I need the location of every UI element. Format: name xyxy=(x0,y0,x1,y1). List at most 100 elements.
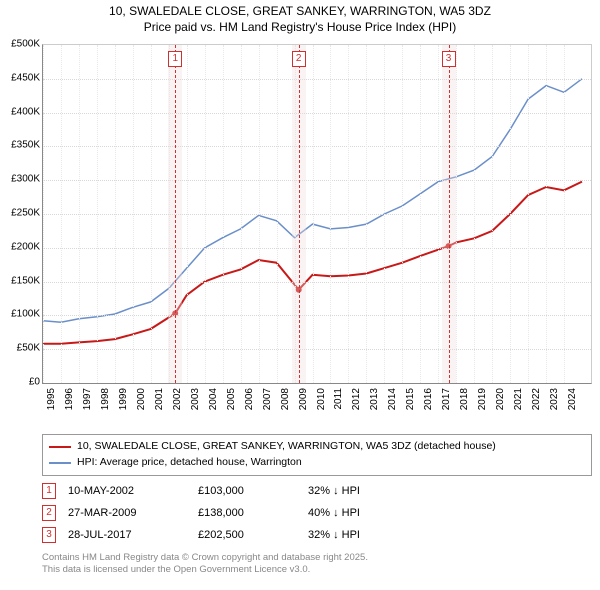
x-gridline xyxy=(223,45,224,383)
marker-line xyxy=(449,45,450,383)
events-table: 110-MAY-2002£103,00032% ↓ HPI227-MAR-200… xyxy=(42,480,592,546)
y-gridline xyxy=(43,180,591,181)
event-diff: 40% ↓ HPI xyxy=(308,507,592,519)
x-tick-label: 2024 xyxy=(567,388,578,410)
x-gridline xyxy=(43,45,44,383)
x-gridline xyxy=(420,45,421,383)
x-gridline xyxy=(151,45,152,383)
y-tick-label: £150K xyxy=(11,275,40,286)
event-box: 1 xyxy=(42,483,56,499)
x-gridline xyxy=(133,45,134,383)
x-tick-label: 2013 xyxy=(369,388,380,410)
y-tick-label: £450K xyxy=(11,72,40,83)
event-diff: 32% ↓ HPI xyxy=(308,485,592,497)
x-gridline xyxy=(492,45,493,383)
y-tick-label: £500K xyxy=(11,39,40,50)
x-tick-label: 2008 xyxy=(280,388,291,410)
y-tick-label: £200K xyxy=(11,241,40,252)
chart-title: 10, SWALEDALE CLOSE, GREAT SANKEY, WARRI… xyxy=(0,0,600,35)
x-tick-label: 2006 xyxy=(244,388,255,410)
x-tick-label: 2007 xyxy=(262,388,273,410)
x-tick-label: 1997 xyxy=(82,388,93,410)
legend-label: HPI: Average price, detached house, Warr… xyxy=(77,455,302,471)
marker-box: 3 xyxy=(442,51,456,67)
event-price: £202,500 xyxy=(198,529,308,541)
chart-area: 123 £0£50K£100K£150K£200K£250K£300K£350K… xyxy=(42,44,592,404)
x-gridline xyxy=(97,45,98,383)
event-row: 3 28-JUL-2017£202,50032% ↓ HPI xyxy=(42,524,592,546)
legend-row: 10, SWALEDALE CLOSE, GREAT SANKEY, WARRI… xyxy=(49,439,585,455)
x-gridline xyxy=(277,45,278,383)
x-gridline xyxy=(384,45,385,383)
x-gridline xyxy=(348,45,349,383)
marker-box: 2 xyxy=(292,51,306,67)
x-tick-label: 2021 xyxy=(513,388,524,410)
x-tick-label: 2022 xyxy=(531,388,542,410)
x-gridline xyxy=(528,45,529,383)
x-gridline xyxy=(61,45,62,383)
y-gridline xyxy=(43,282,591,283)
footer-line2: This data is licensed under the Open Gov… xyxy=(42,564,592,576)
x-tick-label: 2023 xyxy=(549,388,560,410)
x-tick-label: 2012 xyxy=(351,388,362,410)
x-tick-label: 2014 xyxy=(387,388,398,410)
x-tick-label: 2003 xyxy=(190,388,201,410)
x-tick-label: 2005 xyxy=(226,388,237,410)
x-gridline xyxy=(456,45,457,383)
x-tick-label: 1996 xyxy=(64,388,75,410)
y-gridline xyxy=(43,79,591,80)
legend-row: HPI: Average price, detached house, Warr… xyxy=(49,455,585,471)
event-price: £138,000 xyxy=(198,507,308,519)
y-gridline xyxy=(43,248,591,249)
x-gridline xyxy=(79,45,80,383)
x-tick-label: 1995 xyxy=(46,388,57,410)
y-tick-label: £100K xyxy=(11,309,40,320)
y-gridline xyxy=(43,214,591,215)
x-tick-label: 2018 xyxy=(459,388,470,410)
title-line2: Price paid vs. HM Land Registry's House … xyxy=(0,20,600,36)
event-box: 2 xyxy=(42,505,56,521)
legend-label: 10, SWALEDALE CLOSE, GREAT SANKEY, WARRI… xyxy=(77,439,496,455)
footer-line1: Contains HM Land Registry data © Crown c… xyxy=(42,552,592,564)
title-line1: 10, SWALEDALE CLOSE, GREAT SANKEY, WARRI… xyxy=(0,4,600,20)
x-gridline xyxy=(115,45,116,383)
x-gridline xyxy=(402,45,403,383)
y-tick-label: £250K xyxy=(11,208,40,219)
footer: Contains HM Land Registry data © Crown c… xyxy=(42,552,592,577)
y-gridline xyxy=(43,113,591,114)
plot: 1 2 3 xyxy=(42,44,592,384)
y-gridline xyxy=(43,349,591,350)
x-tick-label: 2017 xyxy=(441,388,452,410)
event-date: 28-JUL-2017 xyxy=(68,529,198,541)
marker-box: 1 xyxy=(168,51,182,67)
x-gridline xyxy=(474,45,475,383)
x-tick-label: 2009 xyxy=(298,388,309,410)
y-tick-label: £50K xyxy=(17,343,40,354)
event-box: 3 xyxy=(42,527,56,543)
event-date: 27-MAR-2009 xyxy=(68,507,198,519)
legend-swatch xyxy=(49,462,71,464)
x-gridline xyxy=(510,45,511,383)
x-tick-label: 2001 xyxy=(154,388,165,410)
y-gridline xyxy=(43,315,591,316)
x-tick-label: 2002 xyxy=(172,388,183,410)
x-gridline xyxy=(259,45,260,383)
x-tick-label: 1999 xyxy=(118,388,129,410)
x-gridline xyxy=(241,45,242,383)
event-date: 10-MAY-2002 xyxy=(68,485,198,497)
x-gridline xyxy=(330,45,331,383)
x-gridline xyxy=(313,45,314,383)
x-tick-label: 2000 xyxy=(136,388,147,410)
x-gridline xyxy=(205,45,206,383)
y-tick-label: £400K xyxy=(11,106,40,117)
x-tick-label: 1998 xyxy=(100,388,111,410)
x-gridline xyxy=(366,45,367,383)
x-tick-label: 2011 xyxy=(333,388,344,410)
x-tick-label: 2004 xyxy=(208,388,219,410)
x-gridline xyxy=(546,45,547,383)
y-tick-label: £300K xyxy=(11,174,40,185)
event-row: 2 27-MAR-2009£138,00040% ↓ HPI xyxy=(42,502,592,524)
legend-swatch xyxy=(49,446,71,448)
event-diff: 32% ↓ HPI xyxy=(308,529,592,541)
event-price: £103,000 xyxy=(198,485,308,497)
